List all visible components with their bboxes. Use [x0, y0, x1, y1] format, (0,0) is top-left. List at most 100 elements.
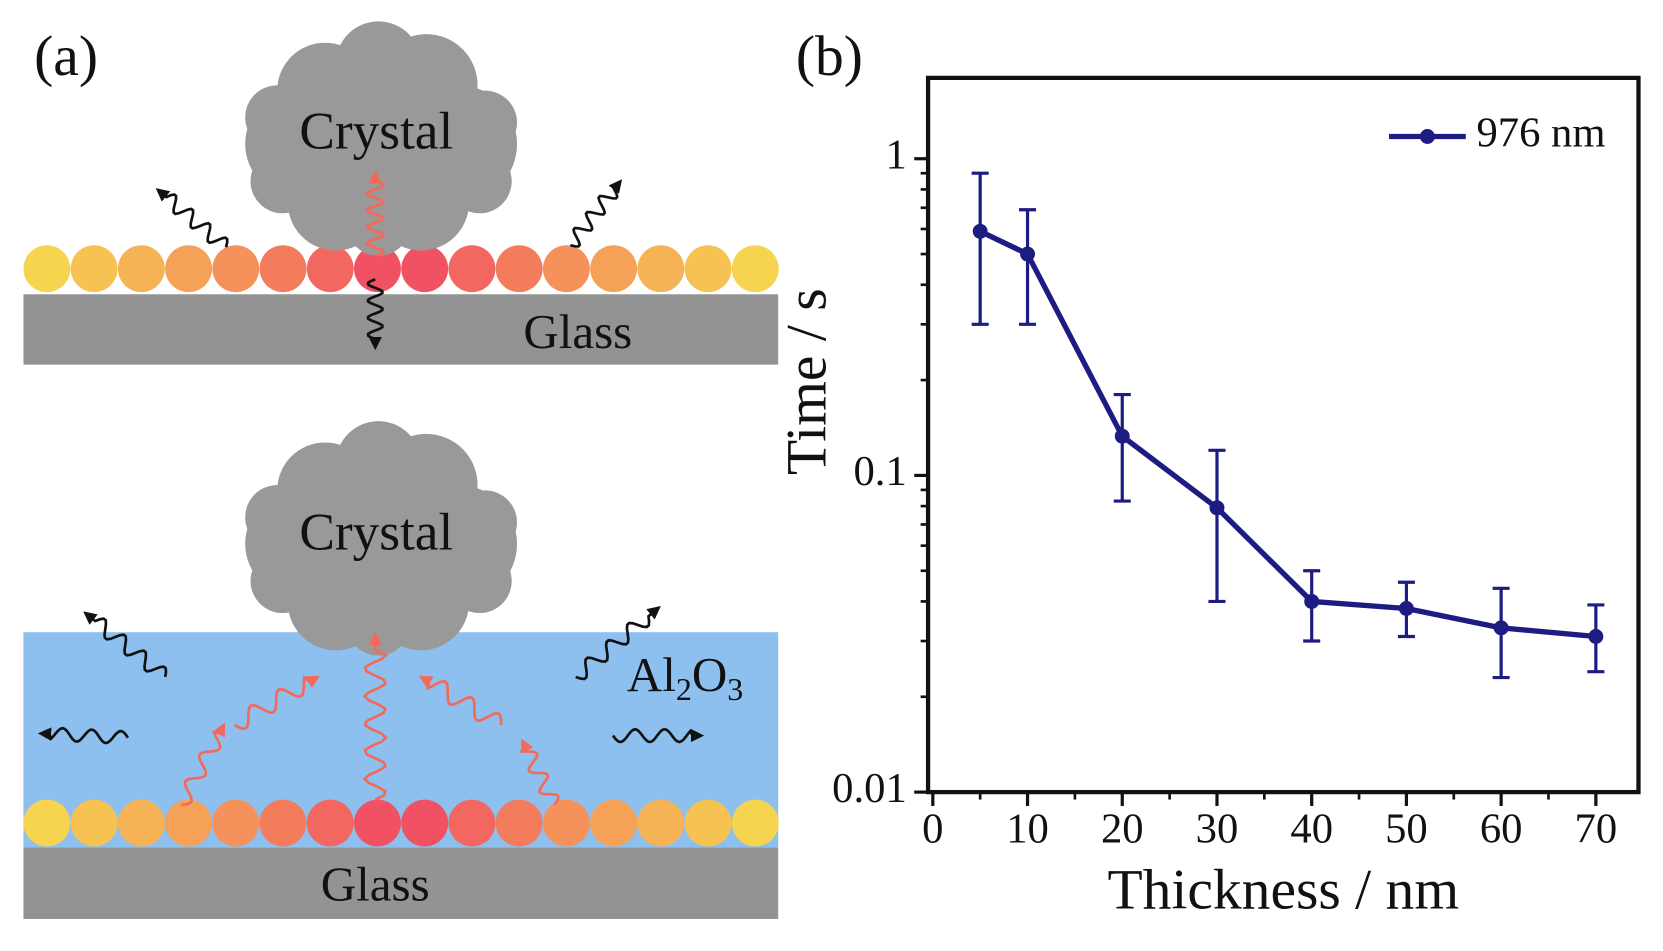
particle — [259, 245, 307, 293]
glass-substrate — [23, 294, 779, 365]
series-line — [979, 228, 1597, 640]
particle — [495, 799, 543, 847]
error-bar — [1208, 448, 1226, 604]
x-axis-label: Thickness / nm — [1107, 859, 1459, 922]
x-tick-label: 0 — [922, 805, 943, 852]
schematic: (a) Crystal Glass Crystal Glass Al2O3 — [23, 21, 779, 919]
x-tick-label: 40 — [1290, 805, 1333, 852]
particle — [70, 799, 118, 847]
cloud-blob — [335, 21, 422, 107]
particle — [590, 245, 638, 293]
particle — [731, 799, 779, 847]
particle — [212, 245, 260, 293]
crystal-cloud — [245, 21, 518, 256]
glass-label: Glass — [321, 856, 430, 911]
panel-label: (a) — [34, 25, 98, 88]
crystal-label: Crystal — [299, 102, 453, 161]
emission-arrow — [611, 727, 705, 744]
particle — [117, 799, 165, 847]
particle — [731, 245, 779, 293]
x-tick-label: 30 — [1196, 805, 1239, 852]
particle — [542, 245, 590, 293]
coating-label: Al2O3 — [627, 647, 743, 707]
cloud-blob — [453, 490, 518, 555]
cloud-blob — [447, 149, 512, 214]
emission-arrow — [575, 606, 661, 681]
emission-arrow — [362, 631, 389, 801]
y-tick-label: 0.1 — [853, 448, 906, 495]
coating-part: O — [692, 647, 727, 702]
error-bar — [971, 171, 989, 326]
particle — [259, 799, 307, 847]
crystal-cloud — [245, 421, 518, 656]
data-point — [1398, 601, 1414, 616]
particle — [448, 799, 496, 847]
x-tick-label: 10 — [1006, 805, 1049, 852]
chart: (b) 0 10 20 30 40 50 60 70 0.01 0.1 1 Thickness / nm… — [776, 25, 1641, 922]
cloud-blob — [335, 421, 422, 507]
coating-subscript: 2 — [676, 672, 692, 707]
particle — [401, 799, 449, 847]
emission-arrow — [418, 675, 503, 725]
particle — [23, 245, 71, 293]
particle — [306, 245, 354, 293]
cloud-blob — [346, 191, 411, 256]
emission-arrow — [364, 170, 386, 258]
particle — [23, 799, 71, 847]
data-point — [1114, 428, 1130, 444]
error-bar — [1113, 392, 1131, 503]
cloud-blob — [250, 149, 315, 214]
particle-row — [23, 799, 779, 847]
cloud-blob — [245, 85, 310, 150]
particle — [542, 799, 590, 847]
coating-subscript: 3 — [727, 672, 743, 707]
particle — [165, 245, 213, 293]
particle — [637, 799, 685, 847]
particle — [354, 245, 401, 293]
cloud-blob — [250, 549, 315, 614]
x-tick-label: 20 — [1101, 805, 1144, 852]
panel-label: (b) — [796, 25, 863, 88]
y-tick-label: 1 — [885, 131, 906, 178]
emission-arrow — [233, 675, 320, 731]
emission-arrows — [37, 170, 705, 807]
particle — [684, 245, 732, 293]
legend-label: 976 nm — [1476, 109, 1605, 156]
error-bar — [1019, 208, 1037, 326]
emission-arrow — [83, 611, 168, 678]
particle — [165, 799, 213, 847]
plot-frame — [925, 75, 1641, 795]
emission-arrow — [570, 179, 623, 248]
data-point — [1493, 620, 1509, 636]
particle — [637, 245, 685, 293]
cloud-blob — [453, 90, 518, 155]
particle-row — [23, 245, 779, 293]
emission-arrow — [366, 278, 384, 351]
particle — [684, 799, 732, 847]
data-point — [1020, 246, 1035, 262]
emission-arrow — [518, 738, 560, 806]
cloud-blob — [245, 485, 310, 550]
x-tick-label: 60 — [1480, 805, 1523, 852]
x-tick-label: 70 — [1575, 805, 1618, 852]
particle — [212, 799, 260, 847]
x-tick-label: 50 — [1385, 805, 1428, 852]
y-axis-label: Time / s — [776, 288, 839, 475]
particle — [70, 245, 118, 293]
data-point — [1304, 593, 1320, 609]
data-point — [972, 223, 988, 239]
legend-marker — [1419, 129, 1435, 144]
emission-arrow — [37, 726, 130, 745]
particle — [401, 245, 449, 293]
coating-part: Al — [627, 647, 676, 702]
glass-substrate — [23, 847, 779, 919]
data-point — [1209, 500, 1225, 516]
cloud-blob — [447, 549, 512, 614]
y-tick-label: 0.01 — [832, 765, 907, 812]
cloud-blob — [346, 591, 411, 656]
particle — [590, 799, 638, 847]
emission-arrow — [181, 722, 226, 807]
crystal-label: Crystal — [299, 503, 453, 562]
particle — [495, 245, 543, 293]
